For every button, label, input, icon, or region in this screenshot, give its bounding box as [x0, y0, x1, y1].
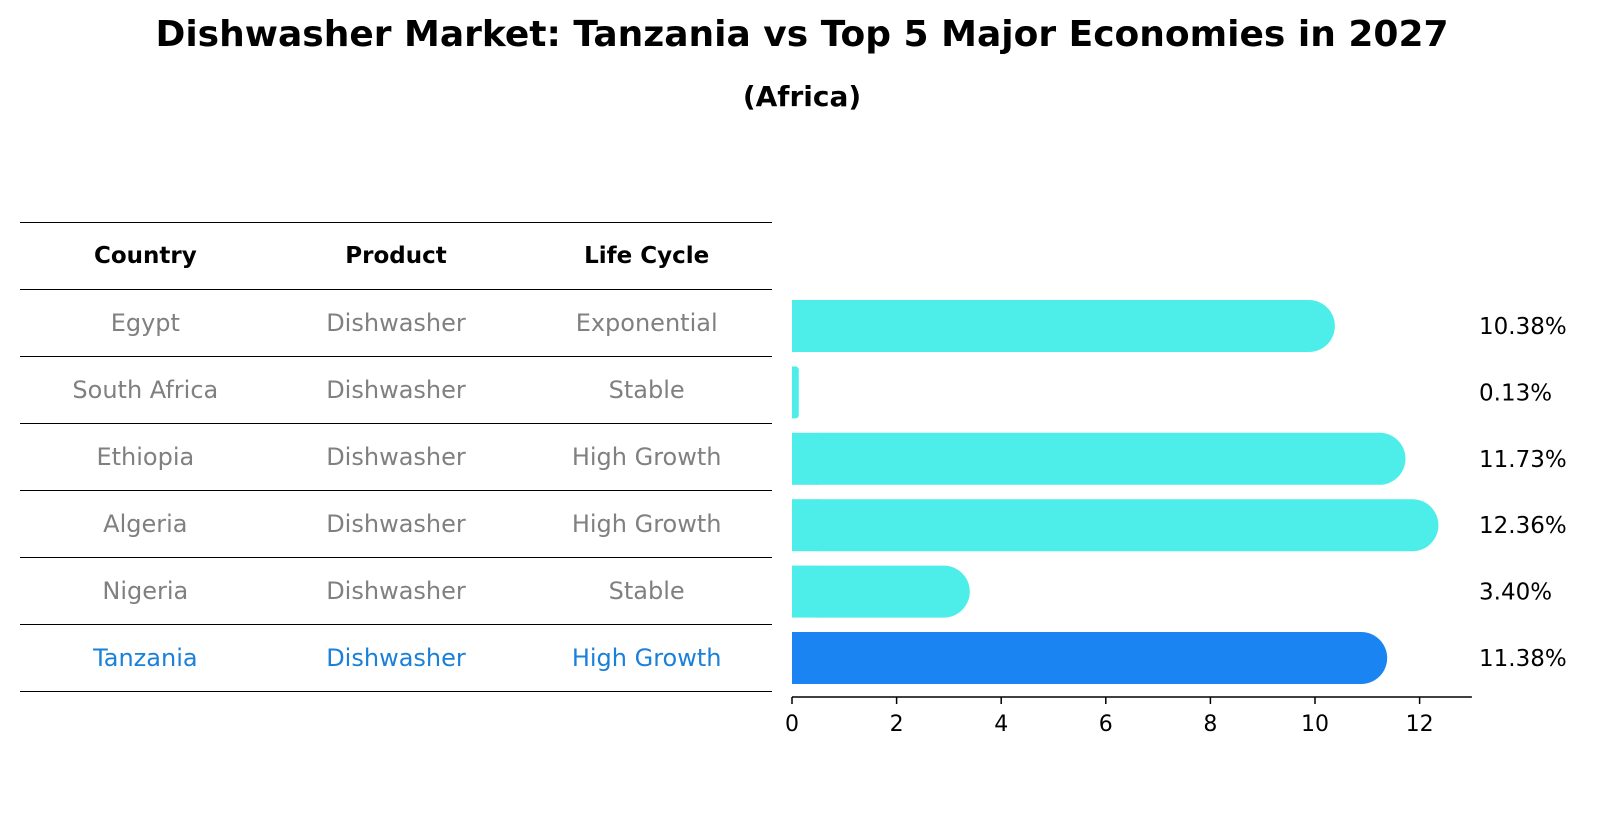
table-row: Nigeria Dishwasher Stable: [20, 557, 772, 625]
x-tick-label: 6: [1099, 712, 1113, 737]
country-table: Country Product Life Cycle Egypt Dishwas…: [20, 222, 772, 692]
table-header-row: Country Product Life Cycle: [20, 222, 772, 290]
bar-value-label: 11.38%: [1479, 646, 1567, 672]
cell-life-cycle: Stable: [608, 577, 685, 605]
bar-left-edge: [792, 366, 796, 419]
cell-life-cycle: Stable: [608, 376, 685, 404]
cell-country: Ethiopia: [96, 443, 195, 471]
bar-tanzania: [792, 632, 1388, 684]
x-tick-label: 0: [785, 712, 799, 737]
table-row: Ethiopia Dishwasher High Growth: [20, 423, 772, 491]
bar-left-edge: [792, 499, 818, 552]
cell-life-cycle: High Growth: [571, 443, 722, 471]
bar-value-label: 10.38%: [1479, 314, 1567, 340]
bar-value-label: 11.73%: [1479, 447, 1567, 473]
x-tick-label: 4: [994, 712, 1008, 737]
cell-product: Dishwasher: [326, 577, 466, 605]
chart-subtitle: (Africa): [742, 80, 862, 113]
bar-egypt: [792, 300, 1335, 352]
bar-ethiopia: [792, 432, 1406, 485]
x-tick-label: 8: [1203, 712, 1217, 737]
cell-product: Dishwasher: [326, 443, 466, 471]
bar-value-label: 3.40%: [1479, 580, 1552, 606]
x-tick-label: 12: [1406, 712, 1434, 737]
bar-value-label: 12.36%: [1479, 513, 1567, 539]
table-row: Egypt Dishwasher Exponential: [20, 289, 772, 357]
table-row-highlight: Tanzania Dishwasher High Growth: [20, 624, 772, 692]
header-life-cycle: Life Cycle: [584, 243, 710, 269]
bar-left-edge: [792, 300, 818, 352]
cell-country: Algeria: [103, 510, 188, 538]
bar-algeria: [792, 499, 1439, 552]
bar-left-edge: [792, 632, 818, 684]
cell-country: Tanzania: [93, 644, 198, 672]
chart-title: Dishwasher Market: Tanzania vs Top 5 Maj…: [155, 14, 1449, 55]
cell-product: Dishwasher: [326, 376, 466, 404]
cell-product: Dishwasher: [326, 510, 466, 538]
cell-product: Dishwasher: [326, 309, 466, 337]
bar-left-edge: [792, 432, 818, 485]
bar-nigeria: [792, 565, 970, 618]
cell-product: Dishwasher: [326, 644, 466, 672]
bar-value-label: 0.13%: [1479, 380, 1552, 406]
cell-life-cycle: High Growth: [571, 510, 722, 538]
cell-country: South Africa: [72, 376, 219, 404]
bar-left-edge: [792, 565, 818, 618]
header-product: Product: [345, 243, 447, 269]
cell-country: Egypt: [110, 309, 180, 337]
x-tick-label: 10: [1301, 712, 1329, 737]
cell-life-cycle: High Growth: [571, 644, 722, 672]
cell-country: Nigeria: [102, 577, 189, 605]
table-row: Algeria Dishwasher High Growth: [20, 490, 772, 558]
table-row: South Africa Dishwasher Stable: [20, 356, 772, 424]
cell-life-cycle: Exponential: [575, 309, 718, 337]
header-country: Country: [93, 243, 197, 269]
x-tick-label: 2: [890, 712, 904, 737]
